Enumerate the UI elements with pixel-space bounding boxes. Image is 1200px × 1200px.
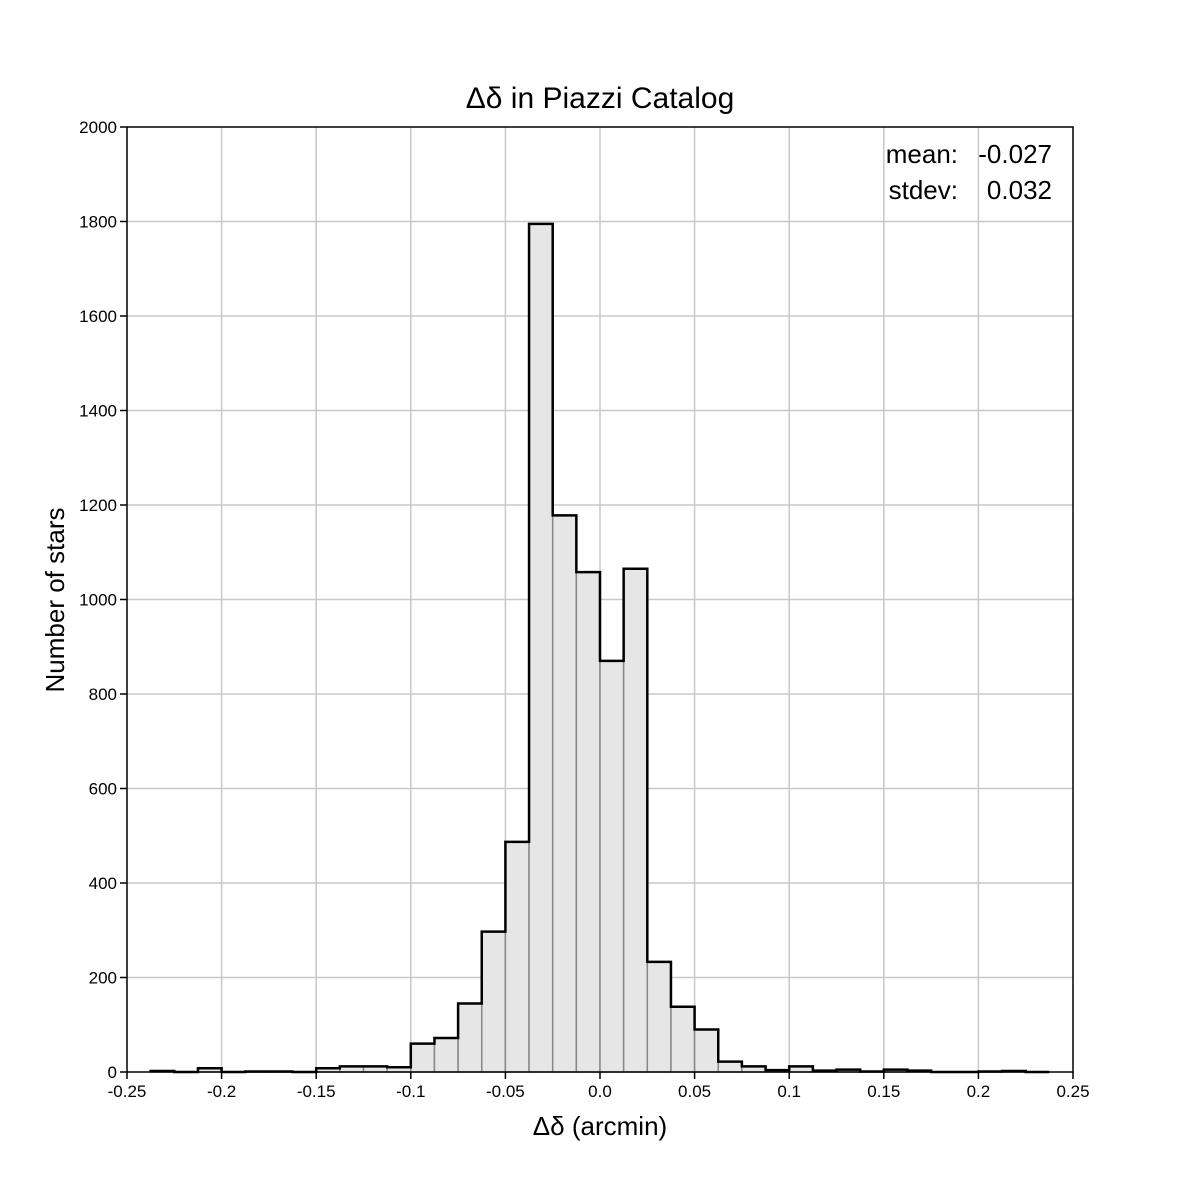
y-tick-label: 800 xyxy=(89,685,117,704)
x-tick-label: -0.1 xyxy=(396,1082,425,1101)
histogram-bar xyxy=(528,223,554,1073)
x-tick-label: 0.15 xyxy=(867,1082,900,1101)
chart-title: Δδ in Piazzi Catalog xyxy=(466,82,735,115)
histogram-bar xyxy=(622,568,649,1073)
x-tick-label: -0.25 xyxy=(108,1082,147,1101)
histogram-bars xyxy=(149,223,1027,1073)
histogram-bar xyxy=(670,1006,696,1073)
y-axis-ticks: 0 200 400 600 800 1000 1200 1400 1600 1800 2000 xyxy=(79,118,127,1082)
x-axis-ticks: -0.25 -0.2 -0.15 -0.1 -0.05 0.0 0.05 0.1 0.15 0.2… xyxy=(108,1072,1090,1101)
x-tick-label: 0.25 xyxy=(1056,1082,1089,1101)
y-tick-label: 400 xyxy=(89,874,117,893)
y-tick-label: 0 xyxy=(108,1063,117,1082)
histogram-bar xyxy=(693,1028,719,1073)
histogram-bar xyxy=(504,841,530,1073)
y-tick-label: 1200 xyxy=(79,496,117,515)
histogram-bar xyxy=(717,1060,743,1073)
histogram-bar xyxy=(551,514,578,1073)
y-tick-label: 1400 xyxy=(79,402,117,421)
x-tick-label: 0.1 xyxy=(777,1082,801,1101)
y-tick-label: 1800 xyxy=(79,213,117,232)
y-tick-label: 1600 xyxy=(79,307,117,326)
y-tick-label: 200 xyxy=(89,969,117,988)
stdev-value: 0.032 xyxy=(987,175,1052,205)
x-tick-label: -0.05 xyxy=(486,1082,525,1101)
mean-value: -0.027 xyxy=(978,139,1052,169)
histogram-bar xyxy=(575,571,601,1073)
y-tick-label: 600 xyxy=(89,780,117,799)
x-tick-label: 0.2 xyxy=(967,1082,991,1101)
histogram-bar xyxy=(433,1037,459,1073)
histogram-bar xyxy=(481,930,507,1073)
stdev-label: stdev: xyxy=(889,175,958,205)
y-tick-label: 2000 xyxy=(79,118,117,137)
x-tick-label: 0.0 xyxy=(588,1082,612,1101)
x-axis-label: Δδ (arcmin) xyxy=(533,1111,667,1141)
histogram-bar xyxy=(410,1042,436,1073)
histogram-bar xyxy=(646,961,672,1073)
stats-box: mean: -0.027 stdev: 0.032 xyxy=(886,139,1052,205)
y-tick-label: 1000 xyxy=(79,591,117,610)
histogram-bar xyxy=(599,660,625,1073)
x-tick-label: -0.15 xyxy=(297,1082,336,1101)
histogram-bar xyxy=(457,1002,483,1073)
x-tick-label: -0.2 xyxy=(207,1082,236,1101)
x-tick-label: 0.05 xyxy=(678,1082,711,1101)
y-axis-label: Number of stars xyxy=(40,508,70,693)
mean-label: mean: xyxy=(886,139,958,169)
